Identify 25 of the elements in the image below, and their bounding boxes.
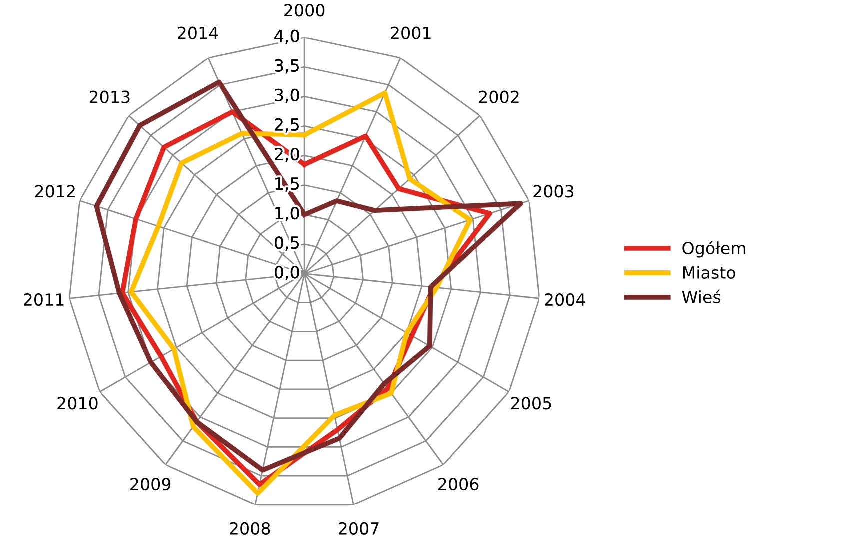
spoke-label: 2007 bbox=[339, 522, 379, 535]
spoke-label: 2006 bbox=[438, 478, 479, 491]
y-tick-label: 0,0 bbox=[274, 266, 300, 280]
spoke-label: 2001 bbox=[391, 26, 431, 40]
spoke-label: 2003 bbox=[534, 185, 574, 198]
spoke-label: 2004 bbox=[545, 293, 586, 306]
legend-label: Wieś bbox=[682, 290, 721, 304]
spoke-label: 2000 bbox=[284, 4, 325, 17]
spoke-label: 2013 bbox=[90, 90, 130, 104]
y-tick-label: 2,5 bbox=[275, 118, 299, 133]
y-tick-label: 4,0 bbox=[274, 30, 300, 44]
spoke-label: 2012 bbox=[35, 185, 75, 198]
spoke-label: 2002 bbox=[479, 90, 519, 104]
spoke-label: 2005 bbox=[511, 397, 552, 410]
spoke-label: 2008 bbox=[230, 522, 270, 535]
spoke-label: 2011 bbox=[24, 293, 64, 306]
spoke-label: 2009 bbox=[130, 478, 171, 491]
y-tick-label: 3,5 bbox=[275, 59, 299, 74]
y-tick-label: 0,5 bbox=[274, 236, 299, 251]
legend-label: Miasto bbox=[683, 266, 736, 280]
spoke-label: 2010 bbox=[58, 397, 98, 410]
spoke-label: 2014 bbox=[178, 26, 218, 40]
y-tick-label: 3,0 bbox=[275, 88, 300, 104]
y-tick-label: 1,0 bbox=[276, 207, 300, 222]
legend-label: Ogółem bbox=[682, 241, 746, 258]
